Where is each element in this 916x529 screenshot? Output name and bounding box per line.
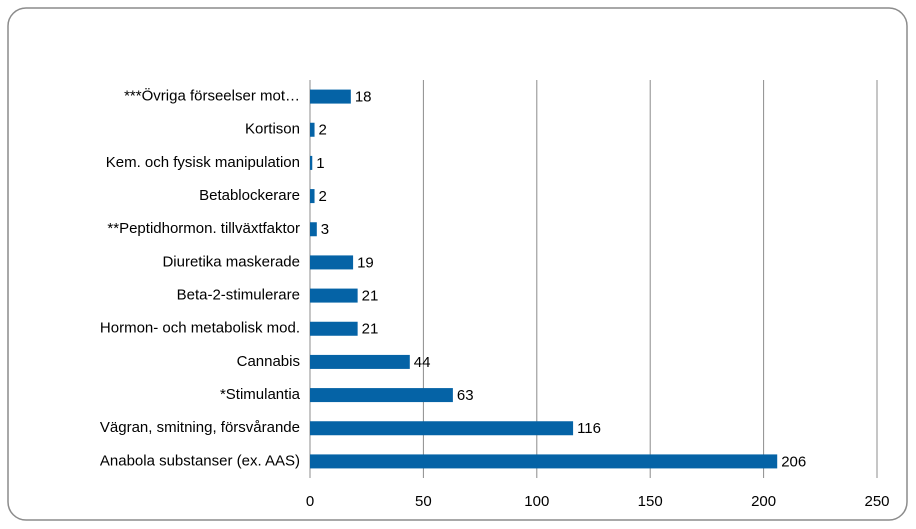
y-tick-label: Beta-2-stimulerare bbox=[177, 287, 300, 304]
y-tick-label: *Stimulantia bbox=[220, 386, 301, 403]
bar bbox=[310, 155, 313, 170]
bar bbox=[310, 321, 358, 336]
value-label: 21 bbox=[362, 288, 379, 305]
bar bbox=[310, 255, 354, 270]
bar bbox=[310, 189, 315, 204]
y-tick-label: Betablockerare bbox=[199, 187, 300, 204]
y-tick-label: Anabola substanser (ex. AAS) bbox=[100, 452, 300, 469]
x-tick-label: 250 bbox=[864, 493, 889, 510]
bar bbox=[310, 354, 410, 369]
y-tick-label: ***Övriga förseelser mot… bbox=[124, 87, 300, 105]
value-label: 2 bbox=[319, 122, 327, 139]
bar bbox=[310, 222, 317, 237]
x-tick-label: 150 bbox=[638, 493, 663, 510]
bar bbox=[310, 388, 453, 403]
value-label: 44 bbox=[414, 354, 431, 371]
x-tick-label: 200 bbox=[751, 493, 776, 510]
y-tick-label: Kem. och fysisk manipulation bbox=[106, 154, 300, 171]
y-tick-label: Hormon- och metabolisk mod. bbox=[100, 320, 300, 337]
value-label: 19 bbox=[357, 254, 374, 271]
y-tick-label: Diuretika maskerade bbox=[162, 253, 300, 270]
bar bbox=[310, 288, 358, 303]
value-label: 116 bbox=[577, 420, 601, 437]
chart-border bbox=[7, 7, 908, 521]
value-label: 3 bbox=[321, 221, 329, 238]
bar bbox=[310, 89, 351, 104]
x-tick-label: 50 bbox=[415, 493, 432, 510]
value-label: 21 bbox=[362, 321, 379, 338]
value-label: 1 bbox=[316, 155, 324, 172]
y-tick-label: Vägran, smitning, försvårande bbox=[100, 419, 300, 436]
y-tick-label: **Peptidhormon. tillväxtfaktor bbox=[107, 220, 300, 237]
value-label: 18 bbox=[355, 89, 372, 106]
x-tick-label: 100 bbox=[524, 493, 549, 510]
value-label: 2 bbox=[319, 188, 327, 205]
y-tick-label: Cannabis bbox=[237, 353, 300, 370]
y-tick-label: Kortison bbox=[245, 121, 300, 138]
x-tick-label: 0 bbox=[306, 493, 314, 510]
value-label: 206 bbox=[781, 453, 806, 470]
bar bbox=[310, 421, 574, 436]
bar bbox=[310, 454, 778, 469]
bar bbox=[310, 122, 315, 137]
value-label: 63 bbox=[457, 387, 474, 404]
